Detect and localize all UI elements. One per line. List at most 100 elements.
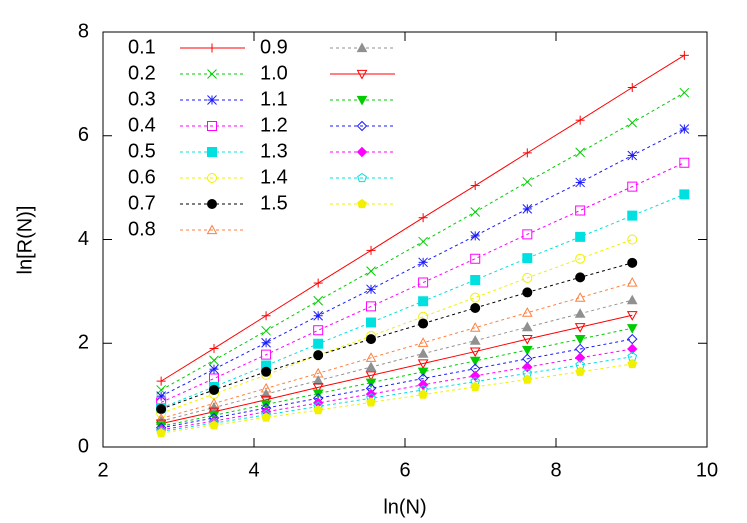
marker-shape xyxy=(417,348,429,358)
x-tick-label: 8 xyxy=(550,459,561,481)
marker-shape xyxy=(357,172,367,183)
x-tick-label: 2 xyxy=(97,459,108,481)
legend-marker xyxy=(356,146,368,158)
marker xyxy=(418,389,428,399)
marker-shape xyxy=(521,345,533,356)
marker xyxy=(418,277,429,288)
marker-shape xyxy=(366,266,376,276)
legend-label: 0.4 xyxy=(128,114,156,136)
marker-shape xyxy=(418,257,428,268)
marker-shape xyxy=(627,343,638,355)
marker xyxy=(575,115,585,125)
marker-shape xyxy=(366,301,377,312)
series-line xyxy=(161,356,633,432)
marker xyxy=(574,308,586,318)
legend-label: 0.8 xyxy=(128,218,156,240)
marker-shape xyxy=(522,361,533,373)
marker xyxy=(261,337,271,348)
marker xyxy=(312,383,324,393)
marker-shape xyxy=(627,210,638,221)
marker xyxy=(575,366,586,376)
x-tick-label: 4 xyxy=(248,459,259,481)
marker xyxy=(627,181,638,192)
marker xyxy=(626,294,638,305)
marker xyxy=(470,381,481,391)
marker-shape xyxy=(521,307,533,317)
legend-label: 0.1 xyxy=(128,36,156,58)
marker-shape xyxy=(522,287,533,298)
marker-shape xyxy=(627,234,638,245)
marker xyxy=(366,284,376,295)
marker xyxy=(627,343,638,355)
marker xyxy=(575,147,586,158)
marker xyxy=(575,272,586,283)
marker xyxy=(469,335,481,345)
marker xyxy=(417,359,429,370)
marker-shape xyxy=(207,173,217,183)
legend-label: 0.5 xyxy=(128,140,156,162)
marker-shape xyxy=(627,150,638,161)
marker-shape xyxy=(574,308,586,318)
marker-shape xyxy=(679,87,690,98)
marker-shape xyxy=(470,274,481,285)
marker xyxy=(522,253,533,264)
legend-marker xyxy=(207,199,217,209)
marker-shape xyxy=(366,284,376,295)
marker-shape xyxy=(356,42,368,53)
marker-shape xyxy=(365,371,377,381)
marker xyxy=(418,257,428,268)
series-line xyxy=(161,338,633,429)
legend-label: 1.0 xyxy=(260,62,288,84)
legend-marker xyxy=(356,69,368,80)
marker-shape xyxy=(418,389,428,399)
marker-shape xyxy=(365,378,377,389)
marker-shape xyxy=(313,405,324,415)
marker xyxy=(627,333,638,345)
marker xyxy=(522,204,533,214)
marker xyxy=(366,245,376,255)
marker-shape xyxy=(357,198,367,209)
marker xyxy=(208,384,219,395)
marker xyxy=(470,231,481,241)
x-tick-label: 6 xyxy=(399,459,410,481)
marker xyxy=(209,355,219,366)
marker-shape xyxy=(522,374,533,384)
marker xyxy=(156,427,167,438)
marker-shape xyxy=(260,395,272,406)
marker xyxy=(156,391,166,402)
marker xyxy=(417,367,429,378)
marker-shape xyxy=(679,157,690,168)
legend-marker xyxy=(207,147,217,157)
legend-label: 0.2 xyxy=(128,62,156,84)
marker xyxy=(626,311,638,321)
x-tick-label: 10 xyxy=(696,459,718,481)
marker-shape xyxy=(261,325,271,336)
y-tick-label: 8 xyxy=(78,20,89,42)
marker xyxy=(521,321,533,332)
marker xyxy=(313,310,324,321)
marker-shape xyxy=(366,317,377,328)
marker-shape xyxy=(627,117,638,128)
marker xyxy=(261,349,272,360)
legend-marker xyxy=(206,224,218,235)
legend-marker xyxy=(207,173,217,183)
marker-shape xyxy=(574,335,586,345)
marker xyxy=(365,371,377,381)
marker-shape xyxy=(209,420,219,430)
marker xyxy=(366,266,376,276)
marker xyxy=(469,322,481,332)
marker xyxy=(574,352,586,363)
marker-shape xyxy=(261,412,271,422)
marker-shape xyxy=(356,120,368,132)
marker xyxy=(575,253,586,264)
series-line xyxy=(161,327,633,427)
marker xyxy=(365,378,377,389)
marker-shape xyxy=(156,404,167,415)
marker-shape xyxy=(626,311,638,321)
marker xyxy=(574,335,586,345)
marker xyxy=(470,302,481,313)
marker-shape xyxy=(261,349,272,360)
marker xyxy=(627,150,638,161)
marker-shape xyxy=(417,367,429,378)
